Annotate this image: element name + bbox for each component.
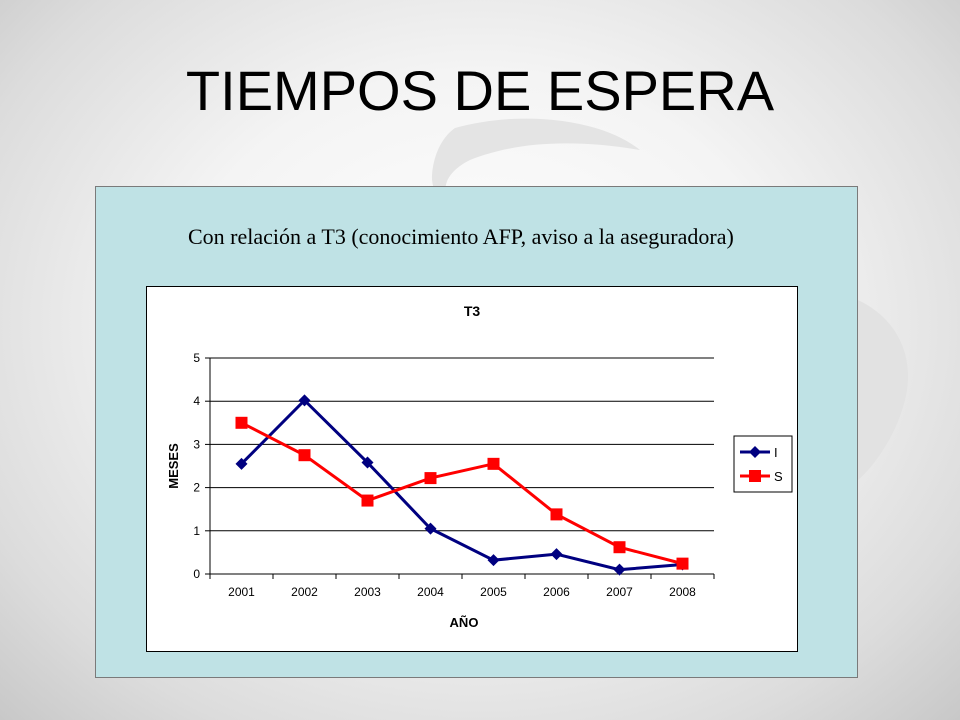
y-tick-label: 0	[193, 567, 200, 581]
data-point-S-2005	[488, 458, 500, 470]
x-axis-label: AÑO	[450, 615, 479, 630]
legend-box	[734, 436, 792, 492]
y-tick-labels: 0 1 2 3 4 5	[193, 351, 200, 581]
chart-title: T3	[464, 303, 481, 319]
y-tick-label: 3	[193, 437, 200, 451]
y-tick-label: 5	[193, 351, 200, 365]
data-point-S-2006	[551, 508, 563, 520]
x-tick-label-2002: 2002	[291, 585, 318, 599]
data-point-I-2006	[551, 548, 563, 560]
data-point-S-2007	[614, 541, 626, 553]
x-tick-label-2005: 2005	[480, 585, 507, 599]
legend-label-I: I	[774, 445, 778, 460]
data-point-S-2008	[677, 558, 689, 570]
x-tick-label-2001: 2001	[228, 585, 255, 599]
slide-title: TIEMPOS DE ESPERA	[0, 58, 960, 123]
x-tick-label-2007: 2007	[606, 585, 633, 599]
x-tick-label-2006: 2006	[543, 585, 570, 599]
x-tick-label-2004: 2004	[417, 585, 444, 599]
x-tick-labels: 2001 2002 2003 2004 2005 2006 2007 2008	[228, 585, 696, 599]
y-axis-label: MESES	[166, 443, 181, 489]
y-tick-label: 2	[193, 481, 200, 495]
series-lines	[236, 394, 689, 575]
data-point-S-2001	[236, 417, 248, 429]
axes	[205, 358, 714, 579]
legend: IS	[734, 436, 792, 492]
legend-marker-S	[749, 470, 761, 482]
data-point-S-2002	[299, 449, 311, 461]
data-point-S-2004	[425, 472, 437, 484]
series-S	[236, 417, 689, 570]
data-point-S-2003	[362, 495, 374, 507]
data-point-I-2005	[488, 554, 500, 566]
x-tick-label-2003: 2003	[354, 585, 381, 599]
y-tick-label: 4	[193, 394, 200, 408]
panel-caption: Con relación a T3 (conocimiento AFP, avi…	[188, 224, 848, 250]
x-tick-label-2008: 2008	[669, 585, 696, 599]
legend-label-S: S	[774, 469, 783, 484]
y-tick-label: 1	[193, 524, 200, 538]
